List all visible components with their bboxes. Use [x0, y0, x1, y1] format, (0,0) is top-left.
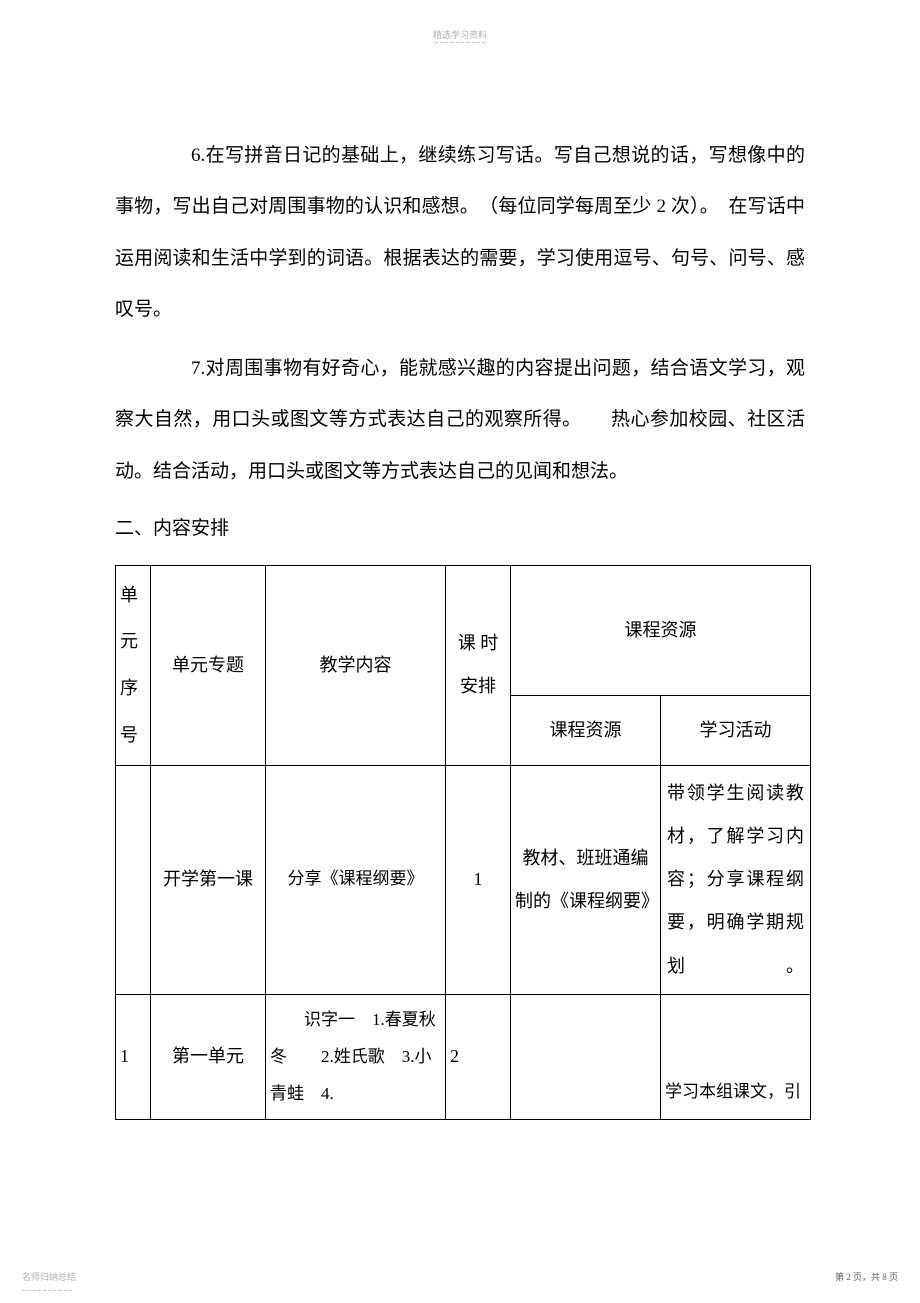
- header-resources: 课程资源: [511, 565, 811, 695]
- cell-hours: 1: [446, 765, 511, 994]
- cell-seq: [116, 765, 151, 994]
- header-watermark: 精选学习资料: [0, 28, 920, 41]
- table-row: 开学第一课 分享《课程纲要》 1 教材、班班通编制的《课程纲要》 带领学生阅读教…: [116, 765, 811, 994]
- cell-res: 教材、班班通编制的《课程纲要》: [511, 765, 661, 994]
- paragraph-6: 6.在写拼音日记的基础上，继续练习写话。写自己想说的话，写想像中的事物，写出自己…: [115, 130, 805, 335]
- header-sub-activity: 学习活动: [661, 695, 811, 765]
- header-content: 教学内容: [266, 565, 446, 765]
- cell-topic: 第一单元: [151, 994, 266, 1119]
- paragraph-7: 7.对周围事物有好奇心，能就感兴趣的内容提出问题，结合语文学习，观察大自然，用口…: [115, 343, 805, 497]
- cell-content: 分享《课程纲要》: [266, 765, 446, 994]
- section-2-title: 二、内容安排: [115, 505, 805, 553]
- cell-hours: 2: [446, 994, 511, 1119]
- cell-content: 识字一 1.春夏秋冬 2.姓氏歌 3.小青蛙 4.: [266, 994, 446, 1119]
- footer-left-underline: [22, 1290, 72, 1291]
- document-content: 6.在写拼音日记的基础上，继续练习写话。写自己想说的话，写想像中的事物，写出自己…: [115, 130, 805, 1120]
- cell-seq: 1: [116, 994, 151, 1119]
- content-table: 单元序号 单元专题 教学内容 课 时安排 课程资源 课程资源 学习活动 开学第一…: [115, 565, 811, 1120]
- header-underline: [435, 42, 485, 43]
- cell-res: [511, 994, 661, 1119]
- footer-right: 第 2 页，共 8 页: [835, 1270, 898, 1283]
- header-hours: 课 时安排: [446, 565, 511, 765]
- header-sub-res: 课程资源: [511, 695, 661, 765]
- table-row: 1 第一单元 识字一 1.春夏秋冬 2.姓氏歌 3.小青蛙 4. 2 学习本组课…: [116, 994, 811, 1119]
- cell-topic: 开学第一课: [151, 765, 266, 994]
- cell-activity: 学习本组课文，引: [661, 994, 811, 1119]
- cell-activity: 带领学生阅读教材，了解学习内容；分享课程纲要，明确学期规划。: [661, 765, 811, 994]
- header-seq: 单元序号: [116, 565, 151, 765]
- footer-left: 名师归纳总结: [22, 1270, 76, 1283]
- header-topic: 单元专题: [151, 565, 266, 765]
- table-header-row-1: 单元序号 单元专题 教学内容 课 时安排 课程资源: [116, 565, 811, 695]
